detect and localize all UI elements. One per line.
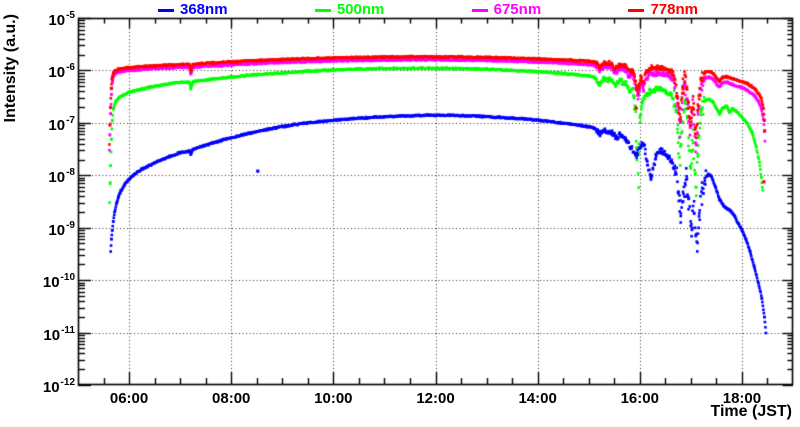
x-tick-label-16:00: 16:00 bbox=[620, 390, 659, 407]
x-tick-label-08:00: 08:00 bbox=[212, 390, 251, 407]
y-tick-label-1e-6: 10-6 bbox=[48, 62, 75, 82]
legend-label-675nm: 675nm bbox=[493, 1, 542, 18]
legend-item-368nm: 368nm bbox=[158, 2, 228, 18]
y-tick-label-1e-7: 10-7 bbox=[48, 114, 75, 134]
x-axis-title: Time (JST) bbox=[710, 403, 793, 420]
legend-line-sample-675nm bbox=[471, 8, 488, 12]
x-tick-label-12:00: 12:00 bbox=[416, 390, 455, 407]
legend-line-sample-368nm bbox=[158, 8, 174, 12]
x-tick-label-10:00: 10:00 bbox=[314, 390, 353, 407]
y-tick-label-1e-5: 10-5 bbox=[48, 10, 75, 29]
legend: 368nm 500nm 675nm 778nm bbox=[158, 2, 698, 18]
legend-label-778nm: 778nm bbox=[650, 1, 698, 18]
legend-item-778nm: 778nm bbox=[628, 2, 698, 18]
legend-item-675nm: 675nm bbox=[471, 1, 542, 18]
y-tick-label-1e-11: 10-11 bbox=[43, 324, 75, 344]
legend-line-sample-500nm bbox=[314, 8, 331, 12]
legend-label-500nm: 500nm bbox=[336, 1, 385, 18]
y-tick-label-1e-9: 10-9 bbox=[48, 219, 75, 239]
y-tick-label-1e-12: 10-12 bbox=[42, 377, 75, 396]
x-tick-label-18:00: 18:00 bbox=[722, 390, 762, 407]
x-tick-label-14:00: 14:00 bbox=[518, 390, 557, 407]
y-tick-label-1e-8: 10-8 bbox=[48, 167, 75, 187]
legend-item-500nm: 500nm bbox=[314, 1, 385, 18]
x-tick-label-06:00: 06:00 bbox=[109, 390, 149, 407]
legend-label-368nm: 368nm bbox=[180, 1, 228, 18]
legend-line-sample-778nm bbox=[628, 8, 645, 12]
y-tick-label-1e-10: 10-10 bbox=[42, 272, 75, 292]
